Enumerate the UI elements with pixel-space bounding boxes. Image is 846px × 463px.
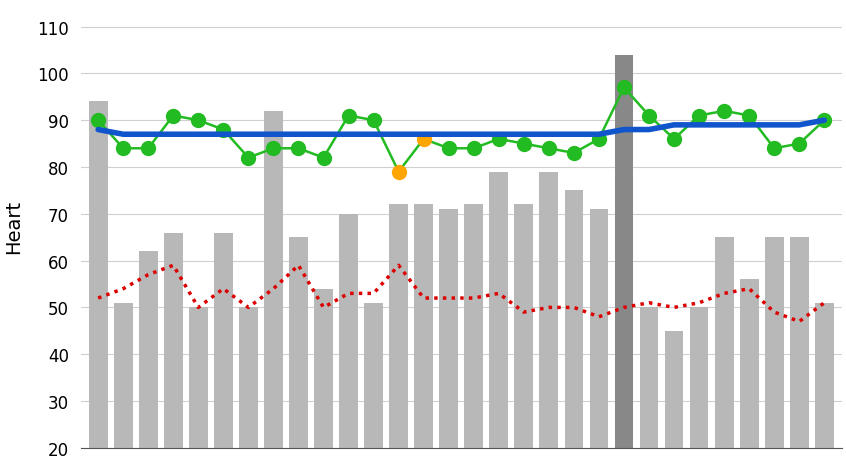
Bar (289, 238, 308, 448)
Bar (415, 205, 433, 448)
Bar (514, 205, 533, 448)
Bar (640, 308, 658, 448)
Bar (139, 252, 157, 448)
Bar (89, 102, 107, 448)
Bar (389, 205, 408, 448)
Bar (815, 303, 833, 448)
Bar (164, 233, 183, 448)
Bar (439, 210, 458, 448)
Bar (189, 308, 207, 448)
Bar (540, 172, 558, 448)
Bar (590, 210, 608, 448)
Bar (314, 289, 332, 448)
Bar (739, 280, 759, 448)
Bar (239, 308, 258, 448)
Bar (464, 205, 483, 448)
Bar (665, 331, 684, 448)
Bar (790, 238, 809, 448)
Bar (364, 303, 383, 448)
Bar (264, 112, 283, 448)
Bar (614, 56, 634, 448)
Bar (339, 214, 358, 448)
Y-axis label: Heart: Heart (4, 199, 23, 253)
Bar (715, 238, 733, 448)
Bar (214, 233, 233, 448)
Bar (114, 303, 133, 448)
Bar (489, 172, 508, 448)
Bar (564, 191, 583, 448)
Bar (689, 308, 708, 448)
Bar (765, 238, 783, 448)
